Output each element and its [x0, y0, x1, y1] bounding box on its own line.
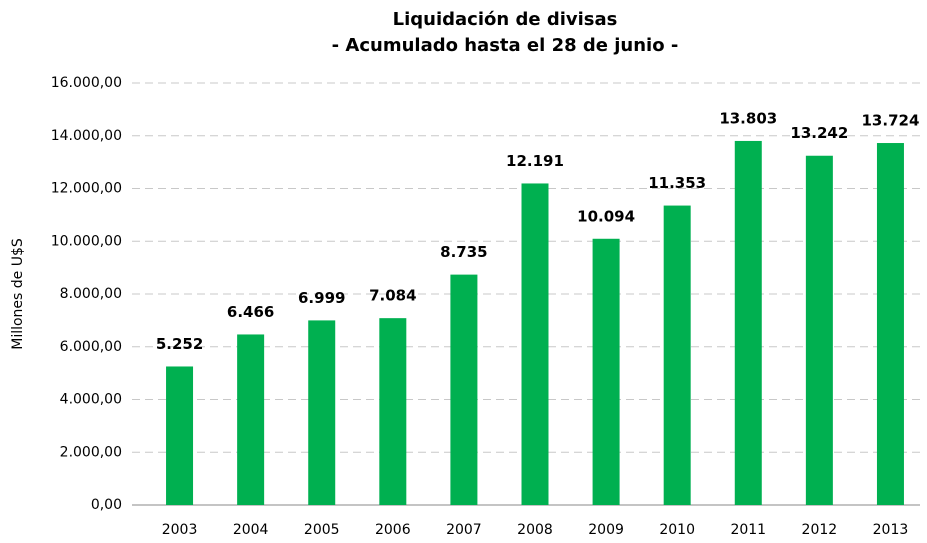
y-tick-label: 10.000,00 — [51, 233, 122, 249]
y-tick-label: 4.000,00 — [60, 392, 122, 408]
bar — [663, 205, 691, 505]
chart-title: Liquidación de divisas — [393, 9, 618, 30]
bar — [166, 366, 194, 505]
bar — [521, 183, 549, 505]
y-axis-label: Millones de U$S — [10, 238, 26, 350]
x-tick-label: 2003 — [162, 522, 198, 538]
y-tick-label: 8.000,00 — [60, 286, 122, 302]
x-tick-label: 2013 — [873, 522, 909, 538]
bar — [237, 334, 265, 505]
data-label: 13.242 — [790, 124, 848, 142]
bar — [805, 155, 833, 505]
x-tick-label: 2012 — [802, 522, 838, 538]
y-tick-label: 6.000,00 — [60, 339, 122, 355]
x-tick-label: 2008 — [517, 522, 553, 538]
bar — [379, 318, 407, 505]
y-tick-label: 16.000,00 — [51, 75, 122, 91]
data-label: 5.252 — [156, 335, 203, 353]
x-tick-label: 2010 — [659, 522, 695, 538]
x-tick-label: 2009 — [588, 522, 624, 538]
data-label: 13.803 — [719, 109, 777, 127]
bar — [734, 140, 762, 506]
y-tick-label: 2.000,00 — [60, 444, 122, 460]
y-tick-label: 12.000,00 — [51, 181, 122, 197]
bar — [876, 143, 904, 506]
x-tick-label: 2004 — [233, 522, 269, 538]
x-tick-label: 2006 — [375, 522, 411, 538]
data-label: 11.353 — [648, 174, 706, 192]
data-label: 10.094 — [577, 207, 635, 225]
bar — [450, 274, 478, 505]
data-label: 12.191 — [506, 152, 564, 170]
data-label: 13.724 — [862, 112, 920, 130]
x-tick-label: 2005 — [304, 522, 340, 538]
data-label: 8.735 — [440, 243, 487, 261]
bar — [592, 238, 620, 505]
x-tick-label: 2011 — [730, 522, 766, 538]
y-tick-label: 14.000,00 — [51, 128, 122, 144]
bar — [308, 320, 336, 505]
data-label: 6.466 — [227, 303, 274, 321]
data-label: 6.999 — [298, 289, 345, 307]
y-tick-label: 0,00 — [91, 497, 122, 513]
chart-subtitle: - Acumulado hasta el 28 de junio - — [332, 35, 679, 56]
data-label: 7.084 — [369, 287, 416, 305]
x-tick-label: 2007 — [446, 522, 482, 538]
